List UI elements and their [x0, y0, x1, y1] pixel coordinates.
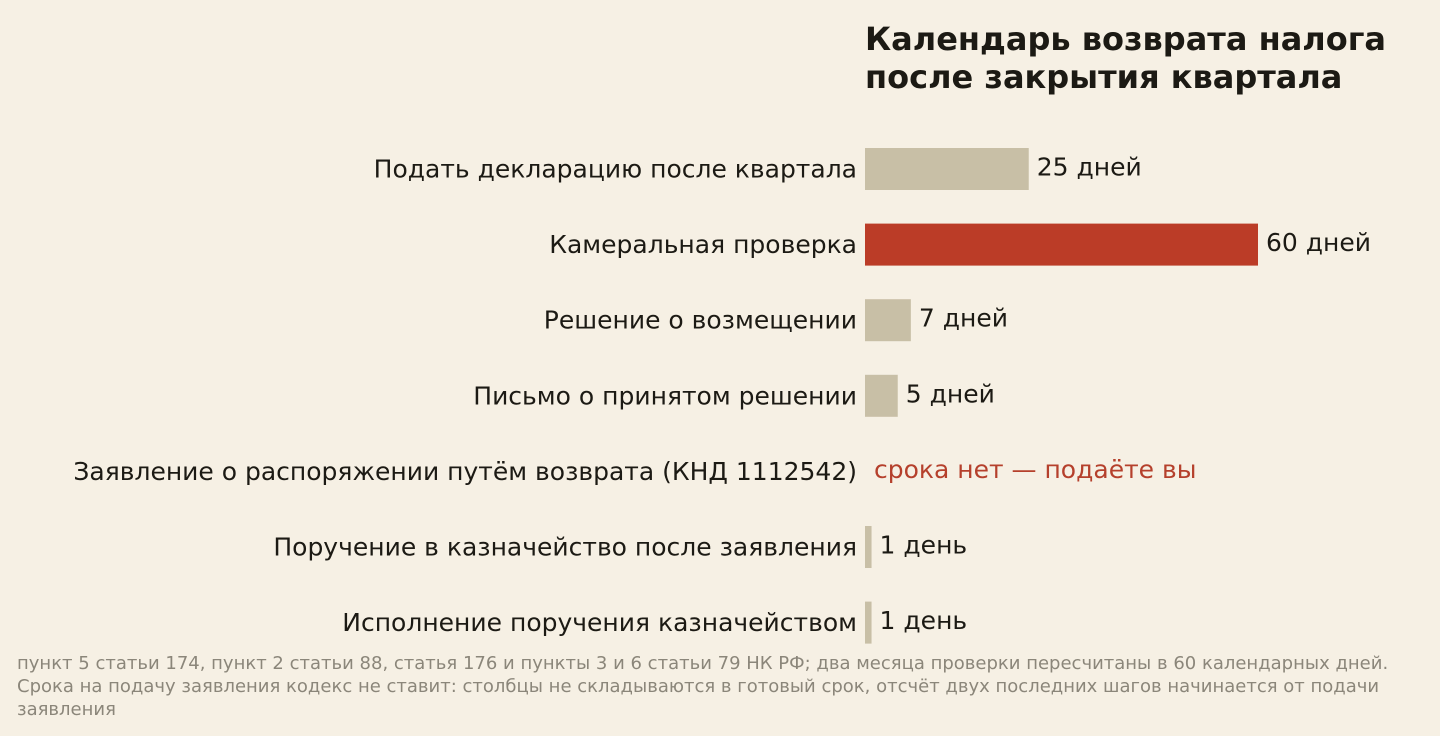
value-label: 5 дней	[906, 379, 995, 408]
footnote: пункт 5 статьи 174, пункт 2 статьи 88, с…	[17, 653, 1389, 720]
bar	[865, 299, 911, 342]
category-labels: Подать декларацию после квартала Камераль…	[73, 155, 857, 638]
category-label: Поручение в казначейство после заявления	[273, 533, 857, 562]
category-label: Камеральная проверка	[549, 230, 857, 259]
bar-chart: Подать декларацию после квартала Камераль…	[73, 148, 1371, 644]
chart-title-line-2: после закрытия квартала	[865, 58, 1343, 96]
category-label: Подать декларацию после квартала	[374, 155, 857, 184]
bar	[865, 526, 872, 568]
value-label: 1 день	[880, 531, 968, 560]
bar	[865, 601, 872, 644]
bar-highlighted	[865, 223, 1258, 266]
category-label: Письмо о принятом решении	[473, 381, 857, 410]
bars	[865, 148, 1258, 644]
chart-title: Календарь возврата налога после закрытия…	[865, 20, 1435, 96]
chart-title-line-1: Календарь возврата налога	[865, 20, 1387, 58]
category-label: Решение о возмещении	[544, 306, 857, 335]
category-label: Заявление о распоряжении путём возврата …	[73, 457, 857, 486]
value-label: 25 дней	[1037, 153, 1142, 182]
category-label: Исполнение поручения казначейством	[342, 608, 857, 637]
value-label: 1 день	[880, 606, 968, 635]
value-label: 7 дней	[919, 304, 1008, 333]
value-labels: 25 дней 60 дней 7 дней 5 дней срока нет — по…	[874, 153, 1371, 636]
value-label: 60 дней	[1266, 228, 1371, 257]
bar	[865, 374, 898, 417]
bar	[865, 148, 1029, 190]
no-deadline-note: срока нет — подаёте вы	[874, 455, 1196, 484]
